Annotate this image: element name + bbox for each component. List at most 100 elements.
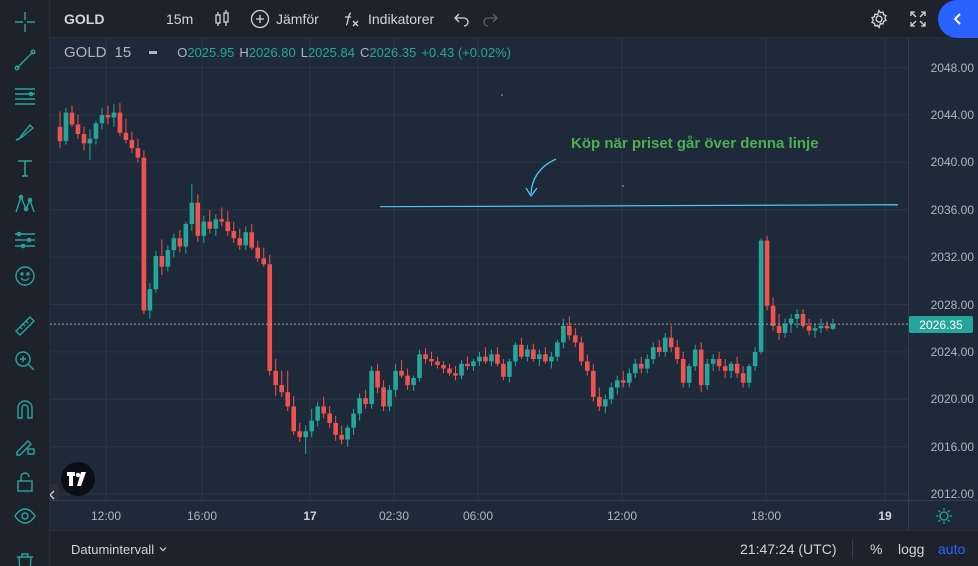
- legend-l-value: 2025.84: [307, 45, 355, 60]
- prediction-icon: [15, 231, 35, 249]
- lock-icon: [17, 472, 33, 492]
- hide-drawings-tool[interactable]: [9, 500, 41, 532]
- candle-body: [477, 356, 482, 362]
- settings-button[interactable]: [869, 0, 889, 38]
- candle-body: [243, 232, 249, 246]
- price-axis[interactable]: 2048.00 2044.00 2040.00 2036.00 2032.00 2028.…: [908, 38, 978, 501]
- candle-body: [758, 240, 764, 352]
- pattern-tool[interactable]: [9, 188, 41, 220]
- candle-body: [195, 202, 201, 236]
- date-range-button[interactable]: Datumintervall: [71, 531, 168, 566]
- magnet-icon: [17, 400, 33, 419]
- indicators-button[interactable]: Indikatorer: [342, 0, 434, 38]
- candle-body: [261, 258, 267, 265]
- fullscreen-icon: [910, 11, 926, 27]
- candle-body: [117, 112, 123, 133]
- time-tick-label: 02:30: [378, 509, 410, 523]
- candle-body: [543, 354, 548, 362]
- bottom-toolbar: Datumintervall 21:47:24 (UTC) % logg aut…: [50, 530, 978, 566]
- symbol-search-button[interactable]: GOLD: [64, 0, 104, 38]
- interval-button[interactable]: 15m: [166, 0, 193, 38]
- candle-body: [716, 359, 722, 367]
- time-tick-label: 16:00: [186, 509, 218, 523]
- legend-h-label: H: [239, 45, 249, 60]
- candle-body: [159, 255, 165, 267]
- candle-body: [764, 240, 770, 306]
- chart-dot: [501, 94, 503, 96]
- candle-body: [573, 335, 578, 343]
- pencil-lock-icon: [16, 440, 35, 456]
- candle-body: [620, 380, 626, 383]
- sun-gear-icon: [935, 507, 952, 524]
- remove-drawings-tool[interactable]: [9, 546, 41, 566]
- candle-body: [141, 157, 147, 311]
- candle-body: [411, 377, 416, 386]
- scroll-left-button[interactable]: [50, 484, 59, 500]
- legend-change: +0.43 (+0.02%): [421, 45, 511, 60]
- auto-scale-toggle[interactable]: auto: [938, 541, 966, 557]
- percent-scale-toggle[interactable]: %: [870, 541, 883, 557]
- candle-body: [375, 370, 380, 388]
- interval-label: 15m: [166, 11, 194, 27]
- axis-settings-corner[interactable]: [908, 500, 978, 530]
- candle-body: [770, 305, 776, 326]
- candle-body: [650, 347, 656, 360]
- measure-tool[interactable]: [9, 310, 41, 342]
- candle-body: [189, 202, 195, 224]
- magnet-tool[interactable]: [9, 394, 41, 426]
- trend-line-tool[interactable]: [9, 44, 41, 76]
- candle-body: [489, 354, 494, 362]
- time-axis[interactable]: 12:00 16:00 17 02:30 06:00 12:00 18:00 19: [50, 500, 908, 530]
- candle-body: [351, 413, 356, 428]
- candle-body: [399, 370, 404, 376]
- candle-body: [722, 366, 728, 371]
- prediction-tool[interactable]: [9, 224, 41, 256]
- brush-tool[interactable]: [9, 116, 41, 148]
- candle-body: [453, 373, 458, 376]
- candle-body: [812, 328, 818, 331]
- candle-body: [561, 325, 566, 343]
- candle-body: [315, 406, 320, 421]
- fullscreen-button[interactable]: [908, 0, 928, 38]
- compare-button[interactable]: Jämför: [250, 0, 319, 38]
- zoom-tool[interactable]: [9, 345, 41, 377]
- legend-toggle[interactable]: [149, 51, 158, 54]
- legend-c-label: C: [359, 45, 370, 60]
- price-tick-label: 2016.00: [930, 439, 974, 454]
- candle-body: [81, 133, 87, 144]
- chart-pane[interactable]: GOLD 15 O 2025.95 H 2026.80 L 2025.84 C 2026…: [50, 38, 908, 500]
- utc-clock[interactable]: 21:47:24 (UTC): [740, 541, 837, 557]
- chart-grid: [50, 38, 908, 500]
- collapse-panel-button[interactable]: [938, 0, 978, 38]
- eye-icon: [14, 508, 36, 524]
- lock-drawings-tool[interactable]: [9, 466, 41, 498]
- tradingview-logo[interactable]: [61, 462, 95, 496]
- legend-o-value: 2025.95: [187, 45, 235, 60]
- chart-type-button[interactable]: [212, 0, 232, 38]
- text-tool[interactable]: [9, 152, 41, 184]
- crosshair-tool[interactable]: [9, 6, 41, 38]
- redo-button[interactable]: [480, 0, 500, 38]
- candle-body: [201, 221, 207, 236]
- candle-body: [698, 349, 704, 386]
- undo-button[interactable]: [452, 0, 472, 38]
- trend-line-icon: [14, 49, 36, 71]
- candle-body: [501, 363, 506, 377]
- separator: [852, 539, 853, 559]
- candle-body: [273, 370, 279, 386]
- candle-body: [285, 392, 291, 407]
- legend-o-label: O: [177, 45, 188, 60]
- time-tick-label: 17: [303, 509, 317, 523]
- stay-in-drawing-tool[interactable]: [9, 430, 41, 462]
- fib-tool[interactable]: [9, 80, 41, 112]
- candle-body: [369, 370, 374, 405]
- candle-body: [471, 361, 476, 367]
- annotation-text[interactable]: Köp när priset går över denna linje: [571, 135, 819, 152]
- candle-body: [321, 406, 326, 414]
- candle-body: [177, 238, 183, 247]
- icons-tool[interactable]: [9, 260, 41, 292]
- log-scale-toggle[interactable]: logg: [898, 541, 925, 557]
- candle-body: [267, 264, 273, 371]
- candle-body: [728, 363, 734, 371]
- chart-dot: [622, 185, 624, 187]
